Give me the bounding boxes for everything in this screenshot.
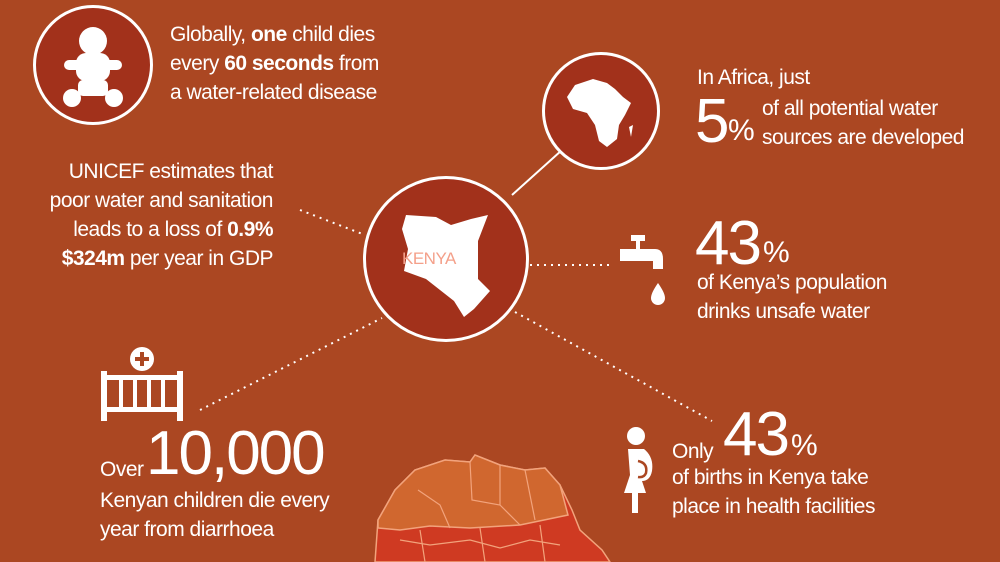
africa-regional-map (374, 454, 611, 562)
children-connector (199, 317, 383, 411)
tap-icon (620, 235, 665, 305)
baby-circle (33, 5, 153, 125)
children-stat-number: 10,000 (146, 419, 326, 488)
crib-icon (101, 347, 183, 421)
africa-circle (542, 52, 660, 170)
children-stat-desc: Kenyan children die every year from diarr… (100, 489, 330, 541)
births-stat-percent: % (791, 429, 818, 462)
births-stat-desc: of births in Kenya take place in health f… (672, 466, 875, 518)
kenya-circle: KENYA (363, 176, 529, 342)
water-stat-percent: % (763, 236, 790, 269)
births-stat-prefix: Only (672, 440, 714, 463)
africa-stat-percent: % (728, 114, 755, 147)
africa-stat-text: In Africa, just (697, 66, 810, 89)
unicef-connector (299, 209, 366, 236)
pregnant-woman-icon (624, 427, 653, 513)
births-connector (514, 311, 713, 422)
africa-stat-number: 5 (695, 87, 730, 156)
kenya-label: KENYA (402, 249, 456, 268)
water-stat-desc: of Kenya’s population drinks unsafe water (697, 271, 887, 323)
africa-map-icon (567, 79, 633, 147)
kenya-map-icon (402, 215, 490, 317)
baby-icon (63, 27, 123, 107)
water-stat-number: 43 (695, 209, 762, 278)
africa-stat-desc: of all potential water sources are develo… (762, 97, 964, 149)
births-stat-number: 43 (723, 400, 790, 469)
baby-stat-text: Globally, one child dies every 60 second… (170, 23, 379, 104)
children-stat-prefix: Over (100, 458, 144, 481)
unicef-stat-text: UNICEF estimates that poor water and san… (49, 160, 274, 270)
africa-connector (511, 149, 563, 196)
